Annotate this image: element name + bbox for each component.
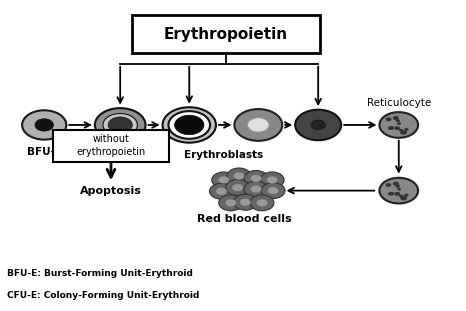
Circle shape (219, 195, 243, 211)
Text: BFU-E: BFU-E (27, 147, 62, 157)
Circle shape (234, 109, 282, 141)
Circle shape (393, 116, 399, 120)
Circle shape (261, 183, 285, 198)
Text: BFU-E: Burst-Forming Unit-Erythroid: BFU-E: Burst-Forming Unit-Erythroid (7, 268, 193, 277)
Text: Reticulocyte: Reticulocyte (367, 99, 431, 109)
Circle shape (219, 176, 229, 183)
Circle shape (388, 192, 393, 196)
Text: Red blood cells: Red blood cells (197, 214, 292, 224)
Circle shape (250, 195, 274, 211)
Circle shape (295, 110, 341, 140)
Circle shape (386, 183, 391, 187)
Circle shape (247, 118, 269, 132)
Circle shape (379, 112, 418, 138)
Circle shape (251, 186, 261, 193)
Circle shape (394, 192, 400, 196)
Circle shape (399, 129, 403, 132)
Circle shape (400, 196, 407, 200)
Circle shape (397, 122, 401, 125)
Circle shape (404, 193, 409, 197)
Circle shape (227, 168, 251, 184)
Text: Erythroblasts: Erythroblasts (184, 150, 263, 160)
Circle shape (404, 128, 409, 131)
Text: CFU-E: CFU-E (103, 149, 137, 160)
Text: without
erythropoietin: without erythropoietin (76, 134, 145, 157)
Text: Erythropoietin: Erythropoietin (164, 26, 288, 42)
Circle shape (108, 117, 132, 133)
Circle shape (233, 194, 257, 210)
Circle shape (244, 181, 268, 197)
Circle shape (397, 188, 401, 191)
Circle shape (210, 183, 233, 199)
Circle shape (267, 187, 279, 194)
Circle shape (175, 115, 204, 135)
Circle shape (95, 108, 145, 142)
Circle shape (386, 118, 391, 121)
FancyBboxPatch shape (54, 130, 169, 162)
Circle shape (225, 199, 236, 207)
Circle shape (379, 178, 418, 203)
Circle shape (260, 172, 284, 188)
Circle shape (311, 120, 326, 130)
Circle shape (251, 175, 261, 182)
Circle shape (394, 126, 400, 130)
Circle shape (396, 185, 400, 188)
Circle shape (257, 199, 267, 207)
Circle shape (400, 130, 407, 135)
Circle shape (399, 194, 403, 197)
Circle shape (389, 126, 394, 130)
Circle shape (396, 119, 400, 122)
Circle shape (233, 172, 244, 179)
Circle shape (267, 176, 278, 183)
Circle shape (389, 192, 394, 195)
Circle shape (35, 119, 54, 131)
Circle shape (22, 110, 66, 140)
Text: CFU-E: Colony-Forming Unit-Erythroid: CFU-E: Colony-Forming Unit-Erythroid (7, 291, 200, 300)
Circle shape (212, 172, 236, 188)
Circle shape (388, 127, 393, 130)
Circle shape (240, 199, 251, 206)
Circle shape (103, 114, 137, 137)
Circle shape (163, 107, 216, 143)
Circle shape (226, 180, 250, 196)
Circle shape (232, 184, 243, 191)
Circle shape (244, 170, 268, 186)
Text: Apoptosis: Apoptosis (80, 186, 142, 196)
Circle shape (168, 111, 210, 139)
Circle shape (216, 188, 227, 195)
Circle shape (393, 182, 399, 186)
FancyBboxPatch shape (132, 15, 321, 53)
